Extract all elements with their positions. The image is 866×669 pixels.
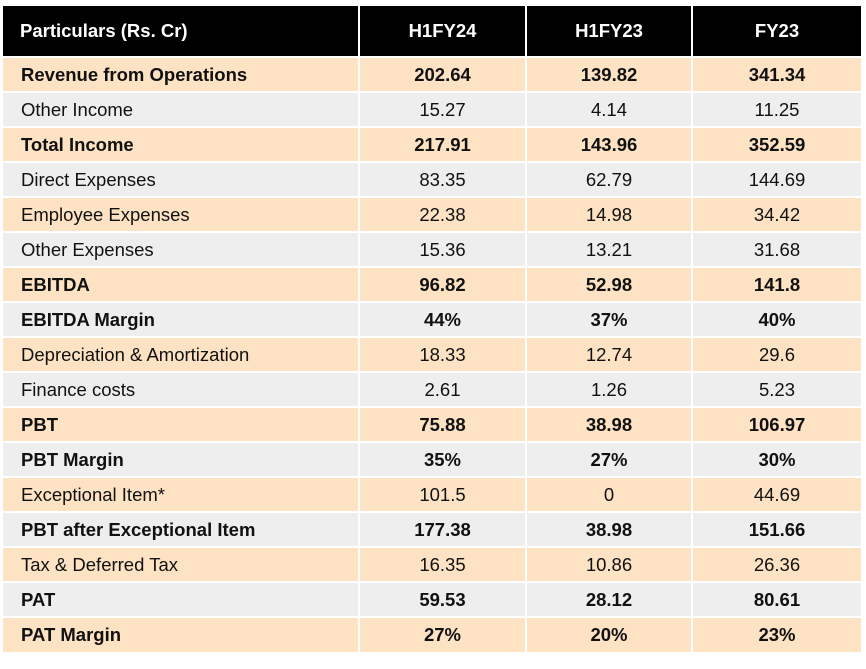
table-row: Tax & Deferred Tax 16.35 10.86 26.36 (3, 546, 861, 582)
cell-h1fy23: 28.12 (526, 581, 693, 617)
cell-h1fy23: 1.26 (526, 371, 693, 407)
cell-h1fy23: 10.86 (526, 546, 693, 582)
table-row: PAT Margin 27% 20% 23% (3, 616, 861, 652)
cell-h1fy24: 22.38 (359, 196, 527, 232)
cell-h1fy23: 13.21 (526, 231, 693, 267)
cell-h1fy23: 14.98 (526, 196, 693, 232)
table-row: PAT 59.53 28.12 80.61 (3, 581, 861, 617)
cell-fy23: 23% (692, 616, 861, 652)
header-h1fy24: H1FY24 (359, 6, 527, 57)
cell-fy23: 29.6 (692, 336, 861, 372)
row-label: Direct Expenses (3, 161, 360, 197)
row-label: EBITDA (3, 266, 360, 302)
row-label: PBT (3, 406, 360, 442)
row-label: Employee Expenses (3, 196, 360, 232)
cell-h1fy24: 59.53 (359, 581, 527, 617)
table-row: Other Expenses 15.36 13.21 31.68 (3, 231, 861, 267)
cell-h1fy24: 83.35 (359, 161, 527, 197)
table-row: Depreciation & Amortization 18.33 12.74 29.… (3, 336, 861, 372)
cell-h1fy23: 139.82 (526, 56, 693, 92)
row-label: EBITDA Margin (3, 301, 360, 337)
cell-fy23: 141.8 (692, 266, 861, 302)
cell-fy23: 11.25 (692, 91, 861, 127)
table-row: EBITDA Margin 44% 37% 40% (3, 301, 861, 337)
table-row: EBITDA 96.82 52.98 141.8 (3, 266, 861, 302)
cell-fy23: 26.36 (692, 546, 861, 582)
header-fy23: FY23 (692, 6, 861, 57)
cell-h1fy23: 4.14 (526, 91, 693, 127)
cell-h1fy24: 27% (359, 616, 527, 652)
cell-h1fy23: 27% (526, 441, 693, 477)
cell-fy23: 144.69 (692, 161, 861, 197)
table-row: Employee Expenses 22.38 14.98 34.42 (3, 196, 861, 232)
cell-h1fy24: 15.27 (359, 91, 527, 127)
financial-results-table: Particulars (Rs. Cr) H1FY24 H1FY23 FY23 … (3, 6, 861, 652)
cell-fy23: 44.69 (692, 476, 861, 512)
cell-h1fy23: 20% (526, 616, 693, 652)
cell-fy23: 31.68 (692, 231, 861, 267)
table-row: Direct Expenses 83.35 62.79 144.69 (3, 161, 861, 197)
header-h1fy23: H1FY23 (526, 6, 693, 57)
cell-h1fy23: 62.79 (526, 161, 693, 197)
cell-h1fy24: 16.35 (359, 546, 527, 582)
table-header-row: Particulars (Rs. Cr) H1FY24 H1FY23 FY23 (3, 6, 861, 57)
cell-h1fy23: 37% (526, 301, 693, 337)
table-row: Revenue from Operations 202.64 139.82 341.3… (3, 56, 861, 92)
cell-h1fy24: 44% (359, 301, 527, 337)
cell-h1fy23: 38.98 (526, 511, 693, 547)
cell-fy23: 151.66 (692, 511, 861, 547)
cell-fy23: 40% (692, 301, 861, 337)
header-particulars: Particulars (Rs. Cr) (3, 6, 360, 57)
row-label: Finance costs (3, 371, 360, 407)
row-label: Other Expenses (3, 231, 360, 267)
row-label: Depreciation & Amortization (3, 336, 360, 372)
cell-h1fy23: 143.96 (526, 126, 693, 162)
cell-h1fy24: 202.64 (359, 56, 527, 92)
row-label: Tax & Deferred Tax (3, 546, 360, 582)
row-label: Total Income (3, 126, 360, 162)
table-row: PBT 75.88 38.98 106.97 (3, 406, 861, 442)
cell-fy23: 106.97 (692, 406, 861, 442)
table-row: Other Income 15.27 4.14 11.25 (3, 91, 861, 127)
table-row: Total Income 217.91 143.96 352.59 (3, 126, 861, 162)
cell-h1fy24: 15.36 (359, 231, 527, 267)
cell-h1fy24: 96.82 (359, 266, 527, 302)
table-body: Revenue from Operations 202.64 139.82 341.3… (3, 56, 861, 652)
cell-h1fy23: 52.98 (526, 266, 693, 302)
row-label: Revenue from Operations (3, 56, 360, 92)
row-label: PBT after Exceptional Item (3, 511, 360, 547)
cell-h1fy24: 101.5 (359, 476, 527, 512)
row-label: Exceptional Item* (3, 476, 360, 512)
row-label: PAT (3, 581, 360, 617)
row-label: Other Income (3, 91, 360, 127)
cell-h1fy24: 2.61 (359, 371, 527, 407)
cell-fy23: 5.23 (692, 371, 861, 407)
row-label: PBT Margin (3, 441, 360, 477)
cell-fy23: 80.61 (692, 581, 861, 617)
table-row: PBT Margin 35% 27% 30% (3, 441, 861, 477)
cell-h1fy23: 12.74 (526, 336, 693, 372)
table-row: PBT after Exceptional Item 177.38 38.98 151… (3, 511, 861, 547)
cell-fy23: 30% (692, 441, 861, 477)
cell-h1fy24: 177.38 (359, 511, 527, 547)
cell-h1fy24: 18.33 (359, 336, 527, 372)
table-row: Finance costs 2.61 1.26 5.23 (3, 371, 861, 407)
row-label: PAT Margin (3, 616, 360, 652)
table-row: Exceptional Item* 101.5 0 44.69 (3, 476, 861, 512)
cell-h1fy23: 0 (526, 476, 693, 512)
cell-fy23: 341.34 (692, 56, 861, 92)
cell-fy23: 34.42 (692, 196, 861, 232)
cell-h1fy23: 38.98 (526, 406, 693, 442)
cell-h1fy24: 75.88 (359, 406, 527, 442)
cell-h1fy24: 35% (359, 441, 527, 477)
cell-h1fy24: 217.91 (359, 126, 527, 162)
cell-fy23: 352.59 (692, 126, 861, 162)
